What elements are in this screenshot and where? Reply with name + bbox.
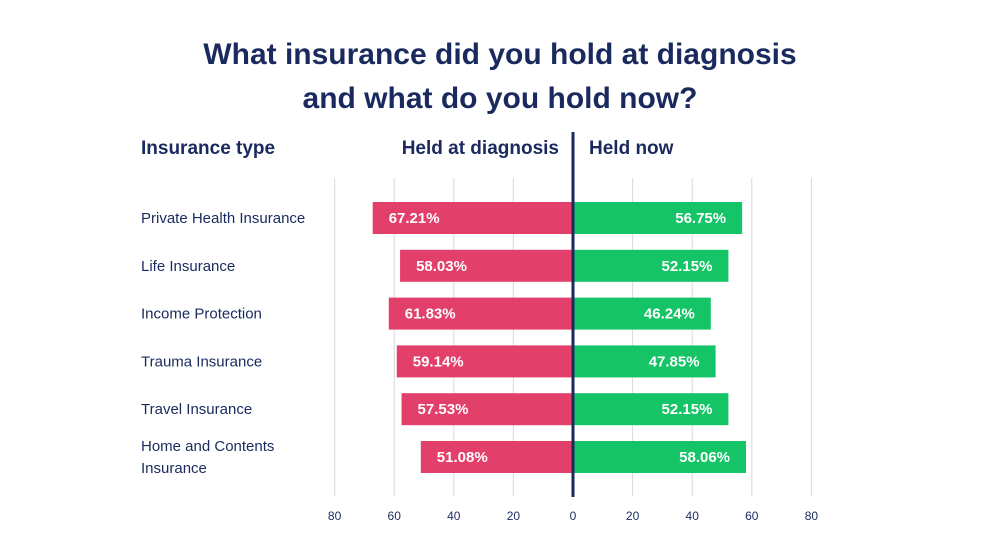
category-label: Private Health Insurance [141,210,305,227]
category-label: Income Protection [141,306,262,323]
bar-held-now [573,297,711,330]
x-tick-label: 60 [388,509,402,523]
value-label-held-at-diagnosis: 61.83% [405,306,456,323]
category-column-header: Insurance type [141,138,276,159]
category-label: Home and Contents [141,438,274,455]
bar-held-now [573,345,716,378]
x-tick-label: 80 [805,509,819,523]
x-tick-label: 60 [745,509,759,523]
chart-title-line-2: and what do you hold now? [302,82,698,115]
value-label-held-now: 56.75% [675,210,726,227]
x-tick-label: 0 [570,509,577,523]
legend-held-at-diagnosis: Held at diagnosis [401,138,559,159]
x-tick-label: 20 [507,509,521,523]
value-label-held-now: 46.24% [644,306,695,323]
category-label: Life Insurance [141,258,235,275]
bar-held-at-diagnosis [420,441,573,473]
value-label-held-at-diagnosis: 57.53% [418,401,469,418]
category-label: Insurance [141,460,207,477]
category-label: Travel Insurance [141,401,252,418]
bar-held-at-diagnosis [400,249,573,282]
x-tick-label: 80 [328,509,342,523]
bar-held-now [573,249,729,282]
value-label-held-at-diagnosis: 59.14% [413,353,464,370]
value-label-held-at-diagnosis: 58.03% [416,258,467,275]
x-tick-label: 40 [686,509,700,523]
x-tick-label: 20 [626,509,640,523]
bar-held-now [573,202,743,234]
bar-held-now [573,393,729,426]
value-label-held-now: 58.06% [679,449,730,466]
value-label-held-at-diagnosis: 51.08% [437,449,488,466]
chart-title-line-1: What insurance did you hold at diagnosis [203,38,797,71]
bar-held-at-diagnosis [372,202,573,234]
bar-held-at-diagnosis [401,393,573,426]
bar-held-at-diagnosis [388,297,573,330]
legend-held-now: Held now [589,138,674,159]
value-label-held-now: 47.85% [649,353,700,370]
value-label-held-at-diagnosis: 67.21% [389,210,440,227]
value-label-held-now: 52.15% [662,401,713,418]
bar-held-at-diagnosis [396,345,573,378]
category-label: Trauma Insurance [141,353,262,370]
x-tick-label: 40 [447,509,461,523]
value-label-held-now: 52.15% [662,258,713,275]
chart-title: What insurance did you hold at diagnosis… [0,33,1000,121]
bar-held-now [573,441,747,473]
